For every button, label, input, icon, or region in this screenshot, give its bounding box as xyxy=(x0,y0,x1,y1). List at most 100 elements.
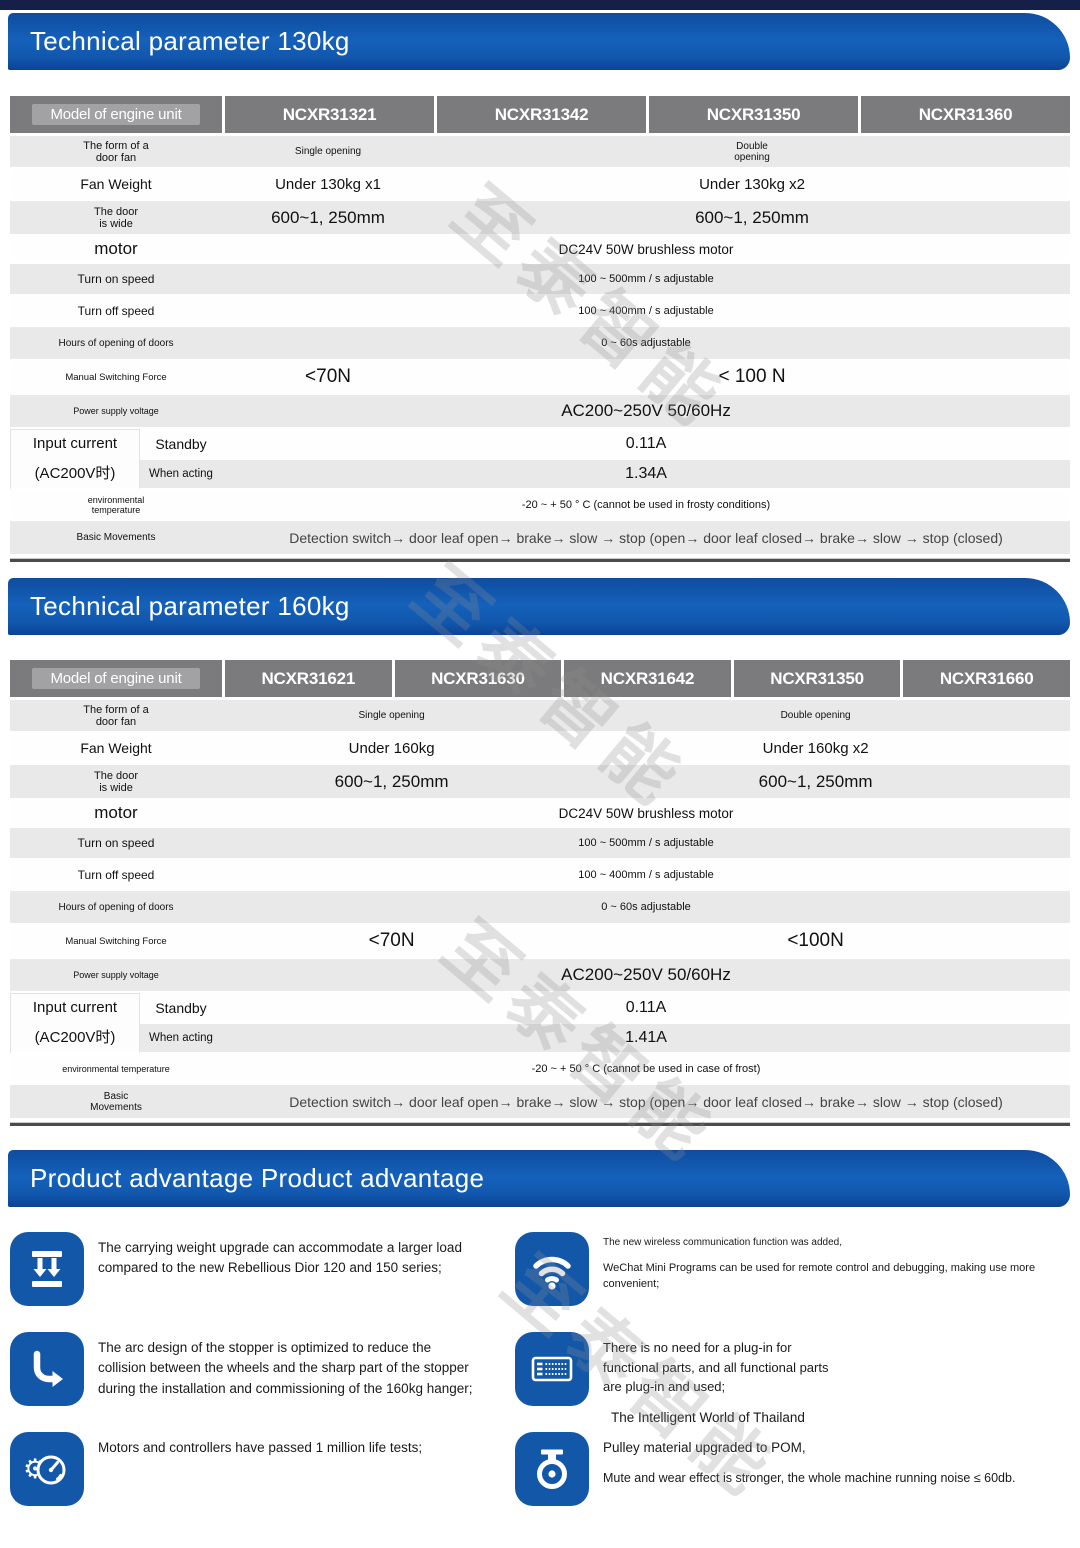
spec-value: Single opening xyxy=(222,136,435,169)
spec-value: 0 ~ 60s adjustable xyxy=(222,891,1070,925)
advantage-item: The arc design of the stopper is optimiz… xyxy=(10,1332,515,1432)
model-number-header: NCXR31342 xyxy=(434,96,647,136)
advantage-item: The new wireless communication function … xyxy=(515,1232,1070,1332)
spec-value: Double opening xyxy=(434,136,1071,169)
spec-row: Manual Switching Force <70N <100N xyxy=(10,925,1070,959)
spec-value: Single opening xyxy=(222,700,562,733)
spec-value: Under 160kg xyxy=(222,733,562,765)
spec-label: motor xyxy=(10,800,223,828)
spec-label: Power supply voltage xyxy=(10,395,223,429)
advantage-text: Pulley material upgraded to POM, Mute and… xyxy=(603,1432,1063,1532)
model-number-header: NCXR31350 xyxy=(730,660,901,700)
spec-label: Hours of opening of doors xyxy=(10,327,223,361)
spec-value: Detection switch→ door leaf open→ brake→… xyxy=(222,521,1071,556)
spec-value: <70N xyxy=(222,925,562,959)
spec-value: 600~1, 250mm xyxy=(561,765,1070,800)
spec-value: AC200~250V 50/60Hz xyxy=(222,959,1070,993)
gear-gauge-icon: ⚙ xyxy=(10,1432,84,1506)
spec-row: Power supply voltage AC200~250V 50/60Hz xyxy=(10,959,1070,993)
section-banner-160kg: Technical parameter 160kg xyxy=(8,578,1070,635)
spec-sub-label: When acting xyxy=(140,460,223,490)
model-header-label: Model of engine unit xyxy=(10,660,223,700)
spec-row: Basic Movements Detection switch→ door le… xyxy=(10,521,1071,556)
model-number-header: NCXR31321 xyxy=(222,96,435,136)
spec-table-160kg-wrap: Model of engine unit NCXR31621 NCXR31630 NC… xyxy=(10,660,1070,1126)
spec-row: When acting 1.41A xyxy=(10,1024,1070,1054)
model-header-label: Model of engine unit xyxy=(10,96,223,136)
spec-row: Turn off speed 100 ~ 400mm / s adjustable xyxy=(10,296,1071,327)
spec-label: The door is wide xyxy=(10,765,223,800)
advantage-line: The carrying weight upgrade can accommod… xyxy=(98,1240,462,1276)
spec-label: motor xyxy=(10,236,223,264)
advantage-line: Pulley material upgraded to POM, xyxy=(603,1440,806,1455)
spec-row: When acting 1.34A xyxy=(10,460,1071,490)
spec-value: 100 ~ 500mm / s adjustable xyxy=(222,264,1071,296)
spec-row: The form of a door fan Single opening Doub… xyxy=(10,136,1071,169)
spec-value: 100 ~ 400mm / s adjustable xyxy=(222,860,1070,891)
arc-arrow-icon xyxy=(10,1332,84,1406)
spec-value: 1.41A xyxy=(222,1024,1070,1054)
spec-row: Turn on speed 100 ~ 500mm / s adjustable xyxy=(10,264,1071,296)
advantage-text: The new wireless communication function … xyxy=(603,1232,1048,1332)
model-number-header: NCXR31642 xyxy=(561,660,731,700)
spec-label: The form of a door fan xyxy=(10,700,223,733)
section-banner-130kg: Technical parameter 130kg xyxy=(8,13,1070,70)
spec-row: environmental temperature -20 ~ + 50 ° C … xyxy=(10,1054,1070,1085)
spec-label: Turn on speed xyxy=(10,264,223,296)
spec-row: Turn off speed 100 ~ 400mm / s adjustable xyxy=(10,860,1070,891)
spec-group-label: Input current (AC200V时) xyxy=(10,993,140,1054)
spec-value: <70N xyxy=(222,361,435,395)
spec-value: Under 130kg x1 xyxy=(222,169,435,201)
spec-value: <100N xyxy=(561,925,1070,959)
spec-value: 0.11A xyxy=(222,993,1070,1024)
model-number-header: NCXR31350 xyxy=(646,96,859,136)
advantage-line: The Intelligent World of Thailand xyxy=(611,1409,805,1425)
spec-table-130kg-wrap: Model of engine unit NCXR31321 NCXR31342 NC… xyxy=(10,96,1071,562)
spec-value: DC24V 50W brushless motor xyxy=(222,236,1071,264)
section-banner-advantages: Product advantage Product advantage xyxy=(8,1150,1070,1207)
advantage-item: The carrying weight upgrade can accommod… xyxy=(10,1232,515,1332)
spec-row: The form of a door fan Single opening Doub… xyxy=(10,700,1070,733)
spec-label: Basic Movements xyxy=(10,521,223,556)
advantage-text: The arc design of the stopper is optimiz… xyxy=(98,1332,473,1432)
spec-row: Power supply voltage AC200~250V 50/60Hz xyxy=(10,395,1071,429)
spec-row: Fan Weight Under 130kg x1 Under 130kg x2 xyxy=(10,169,1071,201)
spec-value: 100 ~ 400mm / s adjustable xyxy=(222,296,1071,327)
spec-row: Basic Movements Detection switch→ door le… xyxy=(10,1085,1070,1120)
advantage-line: The new wireless communication function … xyxy=(603,1237,843,1248)
spec-label: Hours of opening of doors xyxy=(10,891,223,925)
spec-value: DC24V 50W brushless motor xyxy=(222,800,1070,828)
section-title-130kg: Technical parameter 130kg xyxy=(30,26,350,56)
model-number-header: NCXR31630 xyxy=(391,660,562,700)
model-header-label-text: Model of engine unit xyxy=(32,104,200,125)
spec-label: Turn off speed xyxy=(10,860,223,891)
advantages-right-column: The new wireless communication function … xyxy=(515,1232,1070,1532)
spec-row: The door is wide 600~1, 250mm 600~1, 250mm xyxy=(10,765,1070,800)
spec-value: 0 ~ 60s adjustable xyxy=(222,327,1071,361)
spec-value: Under 160kg x2 xyxy=(561,733,1070,765)
caster-wheel-icon xyxy=(515,1432,589,1506)
spec-sub-label: Standby xyxy=(140,429,223,460)
spec-value: AC200~250V 50/60Hz xyxy=(222,395,1071,429)
spec-value: 600~1, 250mm xyxy=(222,201,435,236)
top-navy-strip xyxy=(0,0,1080,10)
advantage-line: Mute and wear effect is stronger, the wh… xyxy=(603,1471,1016,1486)
spec-label: Fan Weight xyxy=(10,169,223,201)
spec-row: environmental temperature -20 ~ + 50 ° C … xyxy=(10,490,1071,521)
spec-value: 600~1, 250mm xyxy=(222,765,562,800)
model-number-header: NCXR31621 xyxy=(222,660,392,700)
advantage-text: There is no need for a plug-in for funct… xyxy=(603,1332,923,1432)
spec-label: Basic Movements xyxy=(10,1085,223,1120)
section-title-160kg: Technical parameter 160kg xyxy=(30,591,350,621)
spec-value: Double opening xyxy=(561,700,1070,733)
spec-label: Turn off speed xyxy=(10,296,223,327)
advantage-text: Motors and controllers have passed 1 mil… xyxy=(98,1432,473,1532)
spec-group-label: Input current (AC200V时) xyxy=(10,429,140,490)
terminal-block-icon xyxy=(515,1332,589,1406)
advantage-line: Motors and controllers have passed 1 mil… xyxy=(98,1440,423,1455)
spec-value: 0.11A xyxy=(222,429,1071,460)
table-bottom-rule xyxy=(10,558,1070,562)
advantage-item: ⚙ Motors and controllers have passed 1 mi… xyxy=(10,1432,515,1532)
spec-value: -20 ~ + 50 ° C (cannot be used in frosty… xyxy=(222,490,1071,521)
spec-value: < 100 N xyxy=(434,361,1071,395)
